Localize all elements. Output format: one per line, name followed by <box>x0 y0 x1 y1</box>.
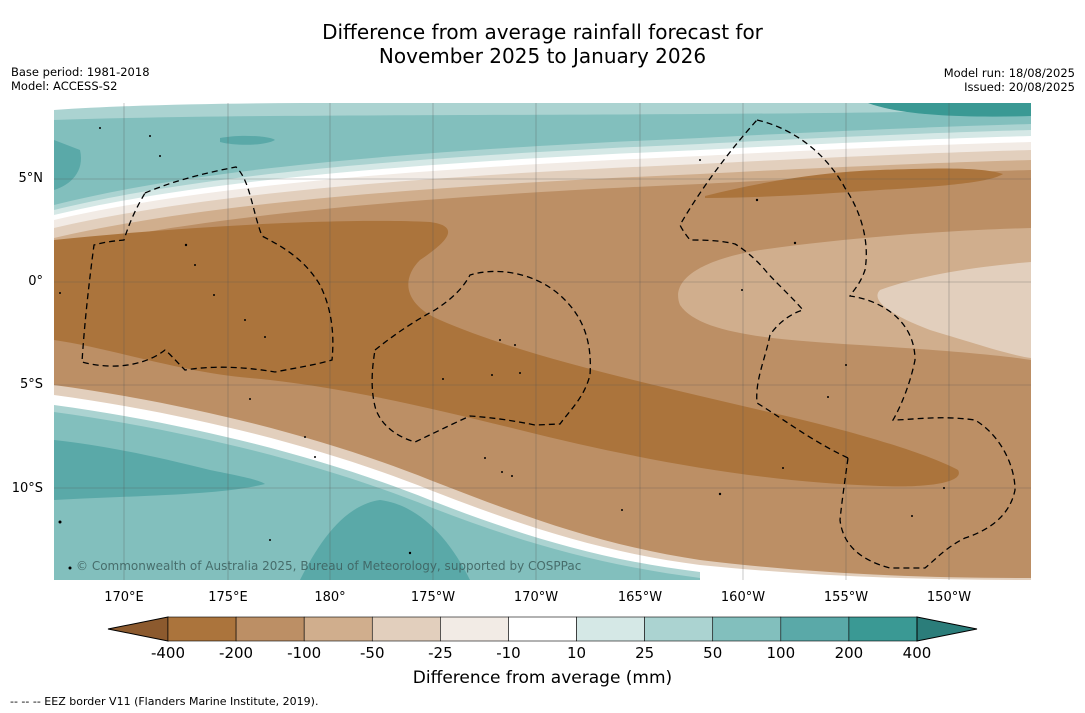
islands <box>58 127 945 570</box>
colorbar-tick-label: -25 <box>428 644 453 662</box>
lon-label-165w: 165°W <box>617 590 663 605</box>
colorbar-tick-label: 400 <box>902 644 932 662</box>
colorbar-box <box>235 616 305 642</box>
colorbar-box <box>167 616 237 642</box>
meta-left: Base period: 1981-2018 Model: ACCESS-S2 <box>11 65 150 93</box>
copyright-text: © Commonwealth of Australia 2025, Bureau… <box>76 559 582 573</box>
colorbar-extend-high <box>916 616 978 642</box>
lon-label-175w: 175°W <box>410 590 456 605</box>
rainfall-field <box>54 103 1031 580</box>
colorbar-extend-low <box>107 616 169 642</box>
colorbar-box <box>303 616 373 642</box>
colorbar-tick-label: 10 <box>566 644 587 662</box>
colorbar-box <box>440 616 509 642</box>
colorbar-tick-label: -50 <box>360 644 385 662</box>
colorbar-tick-label: 100 <box>766 644 796 662</box>
colorbar-tick-label: -100 <box>287 644 322 662</box>
colorbar-tick-label: 50 <box>703 644 723 662</box>
lon-label-175e: 175°E <box>208 590 248 605</box>
title-line-1: Difference from average rainfall forecas… <box>322 20 763 44</box>
colorbar-box <box>848 616 918 642</box>
lon-label-180: 180° <box>314 590 346 605</box>
colorbar-box <box>712 616 782 642</box>
eez-borders <box>81 119 1016 569</box>
colorbar-box <box>508 616 577 642</box>
issued-date: Issued: 20/08/2025 <box>964 80 1075 94</box>
colorbar-box <box>780 616 850 642</box>
lat-label-5n: 5°N <box>18 171 44 186</box>
colorbar-label: Difference from average (mm) <box>412 668 673 688</box>
lat-label-5s: 5°S <box>19 377 43 392</box>
lon-label-170w: 170°W <box>513 590 559 605</box>
lon-label-150w: 150°W <box>926 590 972 605</box>
colorbar-box <box>644 616 714 642</box>
lat-label-0: 0° <box>28 274 43 289</box>
meta-right: Model run: 18/08/2025 Issued: 20/08/2025 <box>944 66 1075 94</box>
colorbar-box <box>576 616 645 642</box>
colorbar-tick-label: -200 <box>219 644 254 662</box>
colorbar-tick-label: -400 <box>150 644 186 662</box>
model-run: Model run: 18/08/2025 <box>943 66 1075 80</box>
colorbar-tick-label: 25 <box>635 644 655 662</box>
title-line-2: November 2025 to January 2026 <box>378 44 707 68</box>
colorbar-box <box>371 616 441 642</box>
lat-label-10s: 10°S <box>11 481 43 496</box>
lon-label-155w: 155°W <box>823 590 869 605</box>
lon-label-160w: 160°W <box>720 590 766 605</box>
colorbar <box>107 616 978 642</box>
eez-legend-note: -- -- -- EEZ border V11 (Flanders Marine… <box>10 695 319 708</box>
model-name: Model: ACCESS-S2 <box>11 79 118 93</box>
base-period: Base period: 1981-2018 <box>11 65 150 79</box>
colorbar-tick-label: -10 <box>496 644 521 662</box>
lon-label-170e: 170°E <box>104 590 144 605</box>
gridlines <box>54 103 1031 580</box>
colorbar-tick-label: 200 <box>834 644 864 662</box>
